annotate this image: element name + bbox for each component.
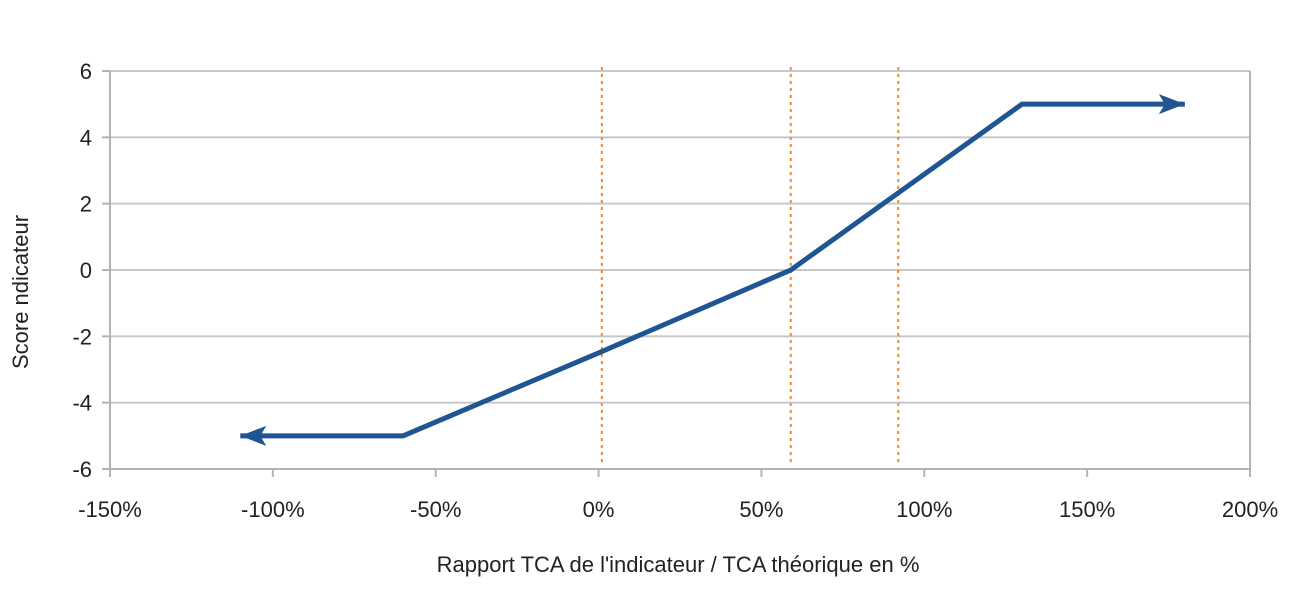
y-tick-label: -6 <box>72 457 92 482</box>
x-tick-label: 150% <box>1059 497 1115 522</box>
x-tick-label: 200% <box>1222 497 1278 522</box>
arrow-head-start <box>240 425 267 446</box>
x-tick-label: 50% <box>739 497 783 522</box>
x-tick-label: 100% <box>896 497 952 522</box>
grid-layer <box>110 70 1250 470</box>
y-tick-label: 2 <box>80 192 92 217</box>
reference-lines <box>600 67 900 463</box>
x-tick-label: 0% <box>583 497 615 522</box>
x-tick-label: -50% <box>410 497 461 522</box>
y-tick-label: -2 <box>72 324 92 349</box>
arrow-head-end <box>1158 94 1185 115</box>
tick-labels: -6 -4 -2 0 2 4 6 -150% -100% -50% 0% 50% 100% 150% 200… <box>72 59 1278 522</box>
series-line <box>240 101 1185 439</box>
x-tick-label: -100% <box>241 497 305 522</box>
y-axis-title: Score ndicateur <box>8 215 33 369</box>
y-tick-label: -4 <box>72 391 92 416</box>
axes <box>102 70 1251 477</box>
x-tick-label: -150% <box>78 497 142 522</box>
y-tick-label: 4 <box>80 125 92 150</box>
y-tick-label: 6 <box>80 59 92 84</box>
y-tick-label: 0 <box>80 258 92 283</box>
x-axis-title: Rapport TCA de l'indicateur / TCA théori… <box>437 552 920 577</box>
series-layer <box>240 94 1185 446</box>
